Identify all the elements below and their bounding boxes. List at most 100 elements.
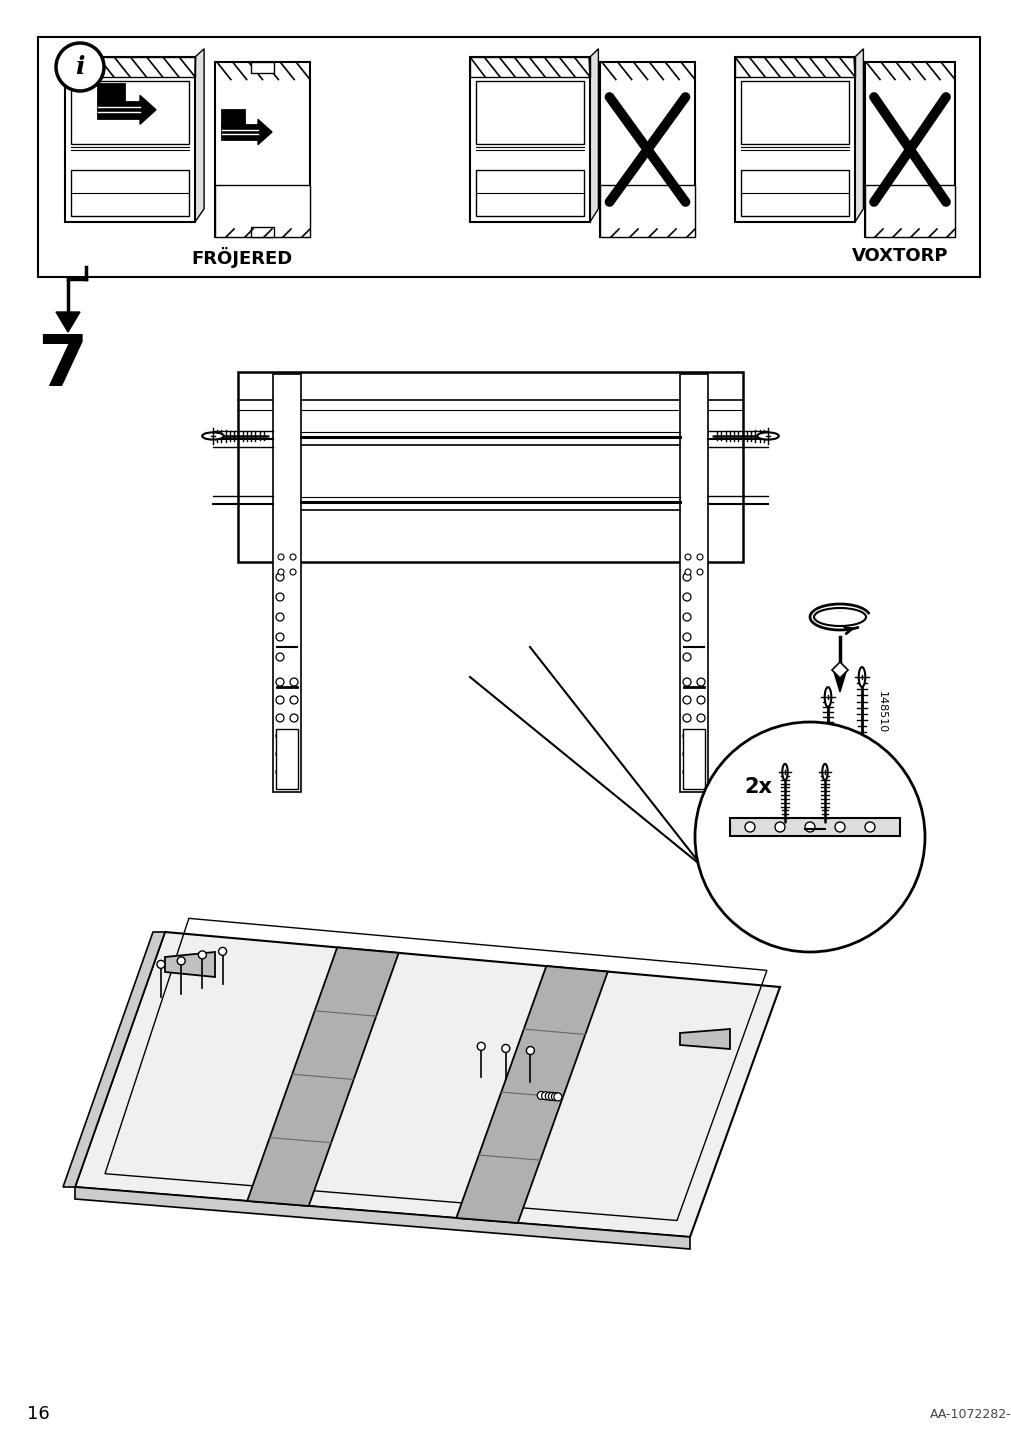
Bar <box>740 80 848 143</box>
Polygon shape <box>140 96 156 125</box>
Polygon shape <box>589 49 598 222</box>
Circle shape <box>684 554 691 560</box>
Bar <box>221 110 244 125</box>
Circle shape <box>682 696 691 705</box>
Polygon shape <box>456 967 608 1223</box>
Circle shape <box>695 722 924 952</box>
Ellipse shape <box>813 609 865 626</box>
Bar <box>65 57 195 222</box>
Polygon shape <box>56 312 80 332</box>
Circle shape <box>290 768 297 776</box>
Circle shape <box>276 750 284 758</box>
Circle shape <box>198 951 206 959</box>
Circle shape <box>526 1047 534 1054</box>
Polygon shape <box>258 119 272 145</box>
Circle shape <box>697 569 703 576</box>
Bar <box>475 170 583 216</box>
Circle shape <box>551 1093 559 1101</box>
Circle shape <box>290 569 295 576</box>
Circle shape <box>541 1091 549 1100</box>
Circle shape <box>276 768 284 776</box>
Bar <box>71 80 189 143</box>
Bar <box>864 62 954 238</box>
Text: 148510: 148510 <box>877 690 886 733</box>
Circle shape <box>501 1044 510 1053</box>
Circle shape <box>276 732 284 740</box>
Bar <box>469 57 589 222</box>
Bar <box>734 57 854 222</box>
Circle shape <box>278 554 284 560</box>
Circle shape <box>290 696 297 705</box>
Bar <box>729 818 899 836</box>
Bar <box>273 374 300 792</box>
Circle shape <box>276 696 284 705</box>
Text: FRÖJERED: FRÖJERED <box>192 246 293 268</box>
Ellipse shape <box>782 763 787 780</box>
Circle shape <box>290 732 297 740</box>
Polygon shape <box>679 1030 729 1050</box>
Circle shape <box>682 715 691 722</box>
Circle shape <box>276 633 284 642</box>
Circle shape <box>697 768 705 776</box>
Circle shape <box>276 653 284 662</box>
Ellipse shape <box>202 432 223 440</box>
Circle shape <box>804 822 814 832</box>
Circle shape <box>774 822 785 832</box>
Circle shape <box>682 653 691 662</box>
Bar <box>221 125 258 139</box>
Circle shape <box>682 613 691 621</box>
Circle shape <box>697 554 703 560</box>
Circle shape <box>682 732 691 740</box>
Text: 2x: 2x <box>743 778 771 798</box>
Circle shape <box>218 948 226 955</box>
Circle shape <box>682 633 691 642</box>
Circle shape <box>682 768 691 776</box>
Circle shape <box>177 957 185 965</box>
Text: 7: 7 <box>36 332 87 401</box>
Polygon shape <box>831 662 847 677</box>
Text: i: i <box>75 54 85 79</box>
Circle shape <box>56 43 104 92</box>
Circle shape <box>697 696 705 705</box>
Circle shape <box>682 677 691 686</box>
Polygon shape <box>63 932 165 1187</box>
Circle shape <box>553 1093 561 1101</box>
Circle shape <box>684 569 691 576</box>
Circle shape <box>157 961 165 968</box>
Bar <box>276 729 297 789</box>
Bar <box>214 62 309 238</box>
Circle shape <box>697 732 705 740</box>
Circle shape <box>276 613 284 621</box>
Circle shape <box>290 554 295 560</box>
Circle shape <box>545 1093 553 1100</box>
Circle shape <box>278 569 284 576</box>
Circle shape <box>744 822 754 832</box>
Circle shape <box>276 677 284 686</box>
Bar <box>864 185 954 238</box>
Bar <box>679 374 708 792</box>
Polygon shape <box>195 49 204 222</box>
Circle shape <box>697 715 705 722</box>
Bar <box>65 57 195 77</box>
Ellipse shape <box>858 667 864 687</box>
Polygon shape <box>854 49 862 222</box>
Text: 16: 16 <box>26 1405 50 1423</box>
Bar <box>600 185 695 238</box>
Bar <box>251 226 274 238</box>
Circle shape <box>276 593 284 601</box>
Circle shape <box>477 1042 484 1050</box>
Circle shape <box>290 677 297 686</box>
Circle shape <box>834 822 844 832</box>
Text: AA-1072282-7: AA-1072282-7 <box>929 1408 1011 1421</box>
Bar <box>98 84 124 102</box>
Polygon shape <box>833 672 845 692</box>
Circle shape <box>276 573 284 581</box>
Bar <box>682 729 705 789</box>
Circle shape <box>548 1093 556 1100</box>
Circle shape <box>864 822 875 832</box>
Circle shape <box>276 715 284 722</box>
Bar <box>251 62 274 73</box>
Bar <box>38 37 979 276</box>
Bar <box>734 57 854 77</box>
Polygon shape <box>247 948 398 1206</box>
